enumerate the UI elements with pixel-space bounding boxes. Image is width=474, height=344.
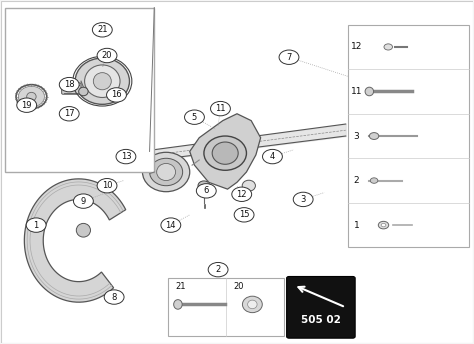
Circle shape: [161, 218, 181, 232]
Text: 505 02: 505 02: [301, 315, 341, 325]
FancyBboxPatch shape: [348, 25, 469, 247]
Ellipse shape: [27, 92, 36, 101]
Text: 1: 1: [354, 221, 359, 229]
FancyBboxPatch shape: [168, 278, 284, 336]
Text: 17: 17: [64, 109, 74, 118]
Circle shape: [184, 110, 204, 125]
Ellipse shape: [76, 223, 91, 237]
Ellipse shape: [204, 136, 246, 170]
Circle shape: [107, 88, 127, 102]
Text: 11: 11: [215, 104, 226, 113]
Ellipse shape: [365, 107, 383, 138]
Text: 1: 1: [34, 221, 39, 229]
FancyBboxPatch shape: [62, 83, 81, 94]
Ellipse shape: [18, 86, 45, 107]
Circle shape: [208, 262, 228, 277]
Text: 21: 21: [97, 25, 108, 34]
Circle shape: [116, 149, 136, 164]
Ellipse shape: [242, 296, 262, 313]
Circle shape: [210, 101, 230, 116]
Ellipse shape: [370, 178, 378, 183]
Text: 9: 9: [81, 197, 86, 206]
Ellipse shape: [369, 132, 379, 139]
Circle shape: [73, 194, 93, 208]
Text: 6: 6: [204, 186, 209, 195]
Circle shape: [92, 23, 112, 37]
Ellipse shape: [242, 180, 255, 191]
Ellipse shape: [212, 142, 238, 164]
Circle shape: [59, 77, 79, 92]
Circle shape: [293, 192, 313, 207]
Ellipse shape: [384, 44, 392, 50]
Ellipse shape: [381, 223, 386, 227]
Text: 8: 8: [111, 292, 117, 302]
Ellipse shape: [198, 181, 210, 191]
Circle shape: [17, 98, 36, 112]
Circle shape: [59, 107, 79, 121]
Text: 5: 5: [192, 113, 197, 122]
Text: 21: 21: [175, 282, 185, 291]
Circle shape: [104, 290, 124, 304]
Text: 13: 13: [120, 152, 131, 161]
FancyBboxPatch shape: [287, 277, 355, 338]
Ellipse shape: [156, 163, 175, 181]
Ellipse shape: [247, 300, 257, 309]
Circle shape: [279, 50, 299, 64]
Polygon shape: [190, 114, 261, 189]
Circle shape: [97, 179, 117, 193]
Text: 20: 20: [233, 282, 244, 291]
Text: 7: 7: [286, 53, 292, 62]
Text: 12: 12: [351, 42, 362, 52]
Circle shape: [196, 184, 216, 198]
Ellipse shape: [75, 58, 129, 104]
Text: 2: 2: [216, 265, 221, 274]
Text: 18: 18: [64, 80, 74, 89]
Ellipse shape: [84, 65, 120, 97]
Text: 3: 3: [301, 195, 306, 204]
Ellipse shape: [150, 158, 182, 186]
Text: 16: 16: [111, 90, 122, 99]
Text: 10: 10: [102, 181, 112, 190]
Text: 3: 3: [354, 131, 359, 141]
Circle shape: [26, 218, 46, 232]
Ellipse shape: [93, 73, 111, 90]
Ellipse shape: [143, 152, 190, 192]
Text: 20: 20: [102, 51, 112, 60]
Ellipse shape: [173, 300, 182, 309]
Text: 15: 15: [239, 210, 249, 219]
Polygon shape: [24, 179, 126, 302]
Text: 4: 4: [270, 152, 275, 161]
Circle shape: [234, 208, 254, 222]
Text: 12: 12: [237, 190, 247, 199]
Text: 2: 2: [354, 176, 359, 185]
Text: 11: 11: [351, 87, 362, 96]
Circle shape: [232, 187, 252, 202]
Circle shape: [97, 48, 117, 63]
Ellipse shape: [378, 221, 389, 229]
Ellipse shape: [79, 87, 88, 96]
Ellipse shape: [365, 87, 374, 96]
Ellipse shape: [359, 102, 390, 143]
FancyBboxPatch shape: [5, 8, 155, 172]
Circle shape: [263, 149, 283, 164]
Text: 19: 19: [21, 101, 32, 110]
Text: 14: 14: [165, 221, 176, 229]
